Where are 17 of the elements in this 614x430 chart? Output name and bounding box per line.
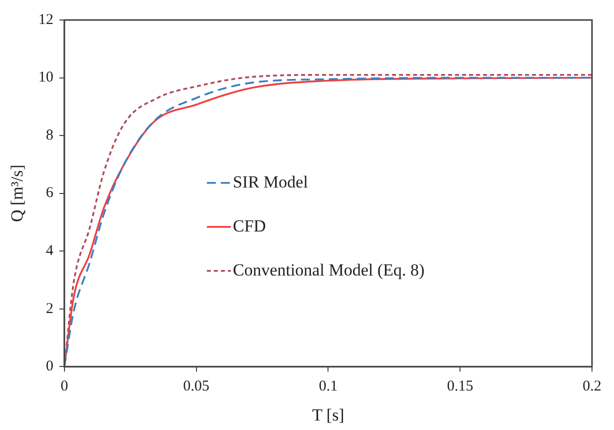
y-tick-label: 4 [46,243,54,260]
y-tick-label: 10 [38,70,54,86]
y-axis-title: Q [m³/s] [8,164,27,222]
legend-label: Conventional Model (Eq. 8) [232,260,425,280]
y-tick-label: 6 [46,185,54,202]
y-tick-label: 12 [38,12,54,28]
x-tick-label: 0.15 [446,378,474,395]
y-tick-label: 8 [46,127,54,144]
y-tick-label: 0 [46,358,54,375]
x-tick-label: 0.2 [582,378,602,395]
x-tick-label: 0 [60,378,68,395]
x-axis-title: T [s] [312,405,344,424]
legend-label: CFD [232,216,266,236]
y-tick-label: 2 [46,300,54,317]
x-tick-label: 0.1 [318,378,338,395]
x-tick-label: 0.05 [183,378,210,395]
legend-label: SIR Model [232,172,308,192]
